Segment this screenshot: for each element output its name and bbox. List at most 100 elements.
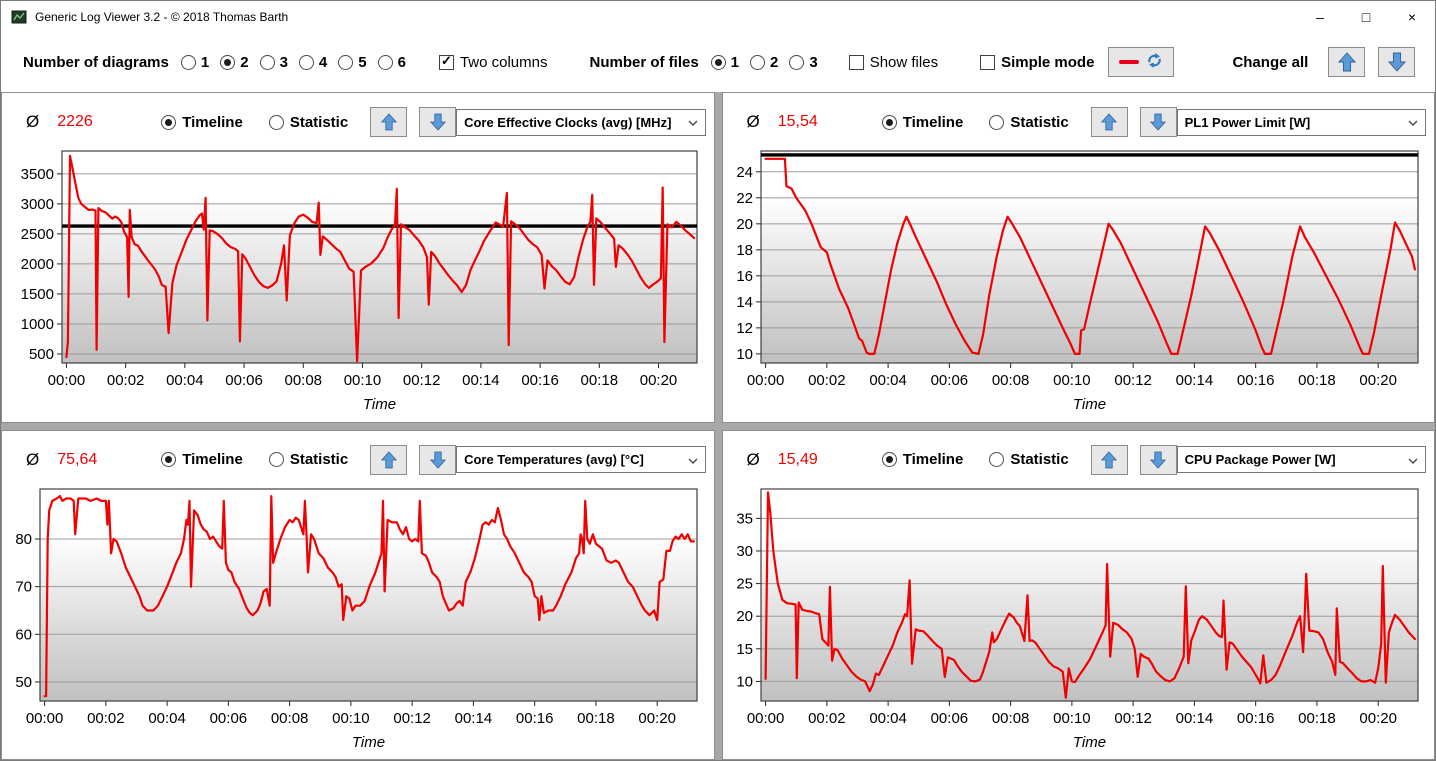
svg-text:00:04: 00:04 [148,710,186,727]
svg-text:00:14: 00:14 [455,710,493,727]
move-channel-up-button[interactable] [1090,444,1128,475]
chevron-down-icon [688,451,698,469]
svg-text:Time: Time [352,734,385,751]
average-value: 2226 [57,113,93,130]
timeline-chart: 10 15 20 25 30 35 00:00 00:02 00:04 00:06 00:08 00:… [729,485,1431,753]
timeline-chart: 50 60 70 80 00:00 00:02 00:04 00:06 00:08 00:10 00… [8,485,710,753]
up-arrow-icon [1101,450,1118,468]
svg-text:00:16: 00:16 [1236,372,1274,389]
move-channel-up-button[interactable] [1090,107,1128,137]
average-value: 15,54 [777,113,818,130]
diagram-count-radio-5[interactable]: 5 [338,54,367,71]
show-files-checkbox[interactable]: Show files [848,54,938,71]
file-count-radio-1[interactable]: 1 [710,54,739,71]
svg-text:18: 18 [736,242,753,259]
diagram-panel-bottom-right: Ø 15,49 Timeline Statistic CPU Package P… [721,429,1435,760]
statistic-radio[interactable]: Statistic [268,451,348,468]
svg-text:00:08: 00:08 [284,372,322,389]
svg-text:24: 24 [736,164,753,181]
file-count-radio-2[interactable]: 2 [750,54,778,71]
diagram-panel-top-left: Ø 2226 Timeline Statistic Core Effective… [1,92,715,423]
sync-icon [1146,52,1163,72]
move-channel-down-button[interactable] [419,107,457,137]
move-channel-down-button[interactable] [1139,107,1177,137]
up-arrow-icon [380,113,397,131]
svg-text:20: 20 [736,608,753,625]
toolbar: Number of diagrams 1 2 3 4 5 6 Two colum… [1,33,1435,91]
svg-text:00:06: 00:06 [225,372,263,389]
svg-text:00:14: 00:14 [1175,372,1213,389]
diagram-count-radio-1[interactable]: 1 [180,54,209,71]
svg-text:00:16: 00:16 [521,372,559,389]
timeline-radio[interactable]: Timeline [881,451,963,468]
move-channel-down-button[interactable] [1139,444,1177,475]
svg-text:Time: Time [363,396,396,413]
svg-text:00:20: 00:20 [640,372,678,389]
close-icon[interactable]: × [1407,9,1417,25]
metric-dropdown[interactable]: Core Temperatures (avg) [°C] [456,446,706,473]
svg-text:00:18: 00:18 [1298,710,1336,727]
diagram-grid: Ø 2226 Timeline Statistic Core Effective… [1,92,1435,760]
svg-text:00:10: 00:10 [332,710,370,727]
svg-text:00:12: 00:12 [1114,372,1152,389]
metric-dropdown[interactable]: Core Effective Clocks (avg) [MHz] [456,108,706,136]
maximize-icon[interactable]: □ [1361,9,1371,25]
svg-text:Time: Time [1072,396,1105,413]
minimize-icon[interactable]: – [1316,9,1324,25]
metric-dropdown[interactable]: PL1 Power Limit [W] [1176,108,1426,136]
svg-text:00:04: 00:04 [166,372,204,389]
chevron-down-icon [688,113,698,131]
timeline-radio[interactable]: Timeline [881,114,963,131]
diagram-count-radio-3[interactable]: 3 [259,54,288,71]
svg-text:25: 25 [736,575,753,592]
svg-text:00:00: 00:00 [26,710,64,727]
diagram-panel-bottom-left: Ø 75,64 Timeline Statistic Core Temperat… [1,429,715,760]
svg-text:00:02: 00:02 [808,372,846,389]
svg-text:00:14: 00:14 [462,372,500,389]
diagram-count-radio-2[interactable]: 2 [220,54,249,71]
line-color-swatch [1119,60,1140,64]
average-value: 75,64 [57,450,98,468]
statistic-radio[interactable]: Statistic [989,114,1069,131]
move-channel-up-button[interactable] [370,444,408,475]
line-color-refresh-button[interactable] [1108,47,1175,77]
svg-text:14: 14 [736,294,753,311]
file-count-radio-3[interactable]: 3 [789,54,818,71]
two-columns-checkbox[interactable]: Two columns [438,54,547,71]
svg-text:3500: 3500 [21,166,54,183]
move-channel-down-button[interactable] [419,444,457,475]
svg-text:00:16: 00:16 [1236,710,1274,727]
number-of-files-label: Number of files [589,53,699,71]
svg-text:00:02: 00:02 [87,710,125,727]
svg-text:00:04: 00:04 [869,372,907,389]
svg-text:80: 80 [15,531,32,548]
svg-text:1500: 1500 [21,286,54,303]
down-arrow-icon [429,451,446,469]
metric-dropdown[interactable]: CPU Package Power [W] [1176,446,1426,473]
average-symbol: Ø [746,449,760,469]
svg-text:00:18: 00:18 [1298,372,1336,389]
up-arrow-icon [380,450,397,468]
svg-text:00:14: 00:14 [1175,710,1213,727]
average-value: 15,49 [777,450,818,468]
change-all-down-button[interactable] [1378,47,1416,77]
svg-text:30: 30 [736,542,753,559]
timeline-radio[interactable]: Timeline [161,451,243,468]
average-symbol: Ø [746,112,760,131]
down-arrow-icon [1150,451,1167,469]
up-arrow-icon [1101,113,1118,131]
diagram-count-radio-6[interactable]: 6 [377,54,406,71]
timeline-radio[interactable]: Timeline [161,114,243,131]
move-channel-up-button[interactable] [370,107,408,137]
svg-text:00:10: 00:10 [344,372,382,389]
svg-text:70: 70 [15,578,32,595]
simple-mode-checkbox[interactable]: Simple mode [980,54,1094,71]
svg-text:15: 15 [736,640,753,657]
svg-text:2000: 2000 [21,256,54,273]
diagram-count-radio-4[interactable]: 4 [298,54,327,71]
statistic-radio[interactable]: Statistic [989,451,1069,468]
timeline-chart: 500 1000 1500 2000 2500 3000 3500 00:00 00:02 00:… [8,147,710,415]
change-all-up-button[interactable] [1328,47,1366,77]
statistic-radio[interactable]: Statistic [268,114,348,131]
svg-text:20: 20 [736,216,753,233]
